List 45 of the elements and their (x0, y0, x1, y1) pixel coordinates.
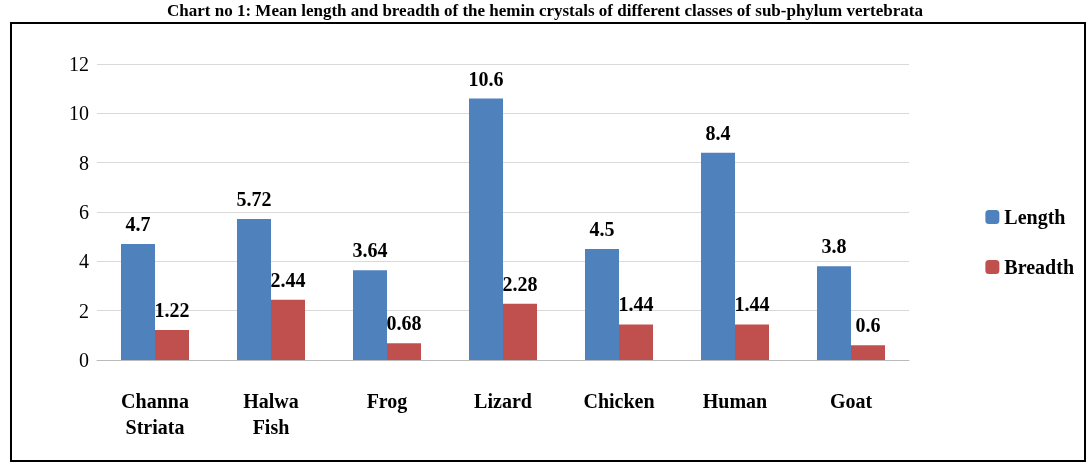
bar (353, 270, 387, 360)
bar (237, 218, 271, 360)
y-tick-label: 8 (79, 151, 89, 174)
y-tick-label: 0 (79, 349, 89, 371)
chart-title: Chart no 1: Mean length and breadth of the hemin crystals of different classes of sub-phylum vertebrata (166, 0, 924, 22)
bar (155, 329, 189, 360)
x-tick-label: Lizard (474, 390, 532, 412)
data-label: 4.5 (589, 218, 615, 240)
bar (817, 266, 851, 360)
y-tick-label: 4 (79, 250, 89, 273)
data-label: 2.28 (502, 272, 538, 295)
bar (469, 98, 503, 360)
bar (619, 324, 653, 360)
bar (503, 303, 537, 360)
data-label: 3.8 (821, 235, 847, 258)
x-tick-label: Frog (366, 390, 408, 413)
data-label: 1.22 (154, 298, 190, 321)
x-tick-label: Halwa Fish (243, 390, 299, 438)
bar (585, 249, 619, 360)
data-label: 0.6 (855, 314, 881, 337)
y-tick-label: 2 (79, 299, 89, 322)
legend-label: Length (1004, 206, 1066, 229)
data-label: 2.44 (270, 268, 306, 291)
bar (851, 345, 885, 360)
data-label: 1.44 (618, 293, 654, 316)
y-tick-label: 12 (69, 53, 89, 75)
x-tick-label: Channa Striata (121, 390, 189, 438)
data-label: 5.72 (236, 187, 272, 210)
data-label: 8.4 (705, 121, 731, 144)
x-tick-label: Human (702, 390, 768, 412)
data-label: 3.64 (352, 239, 388, 262)
data-label: 0.68 (386, 312, 422, 335)
data-label: 1.44 (734, 293, 770, 316)
x-tick-label: Chicken (583, 390, 655, 412)
data-label: 4.7 (125, 213, 151, 236)
bar (271, 299, 305, 360)
bar (387, 343, 421, 360)
legend-label: Breadth (1004, 256, 1074, 278)
y-tick-label: 6 (79, 201, 89, 223)
bar (121, 244, 155, 360)
y-tick-label: 10 (69, 102, 89, 125)
data-label: 10.6 (468, 67, 504, 90)
bar (701, 152, 735, 360)
x-tick-label: Goat (829, 390, 873, 412)
bar (735, 324, 769, 360)
